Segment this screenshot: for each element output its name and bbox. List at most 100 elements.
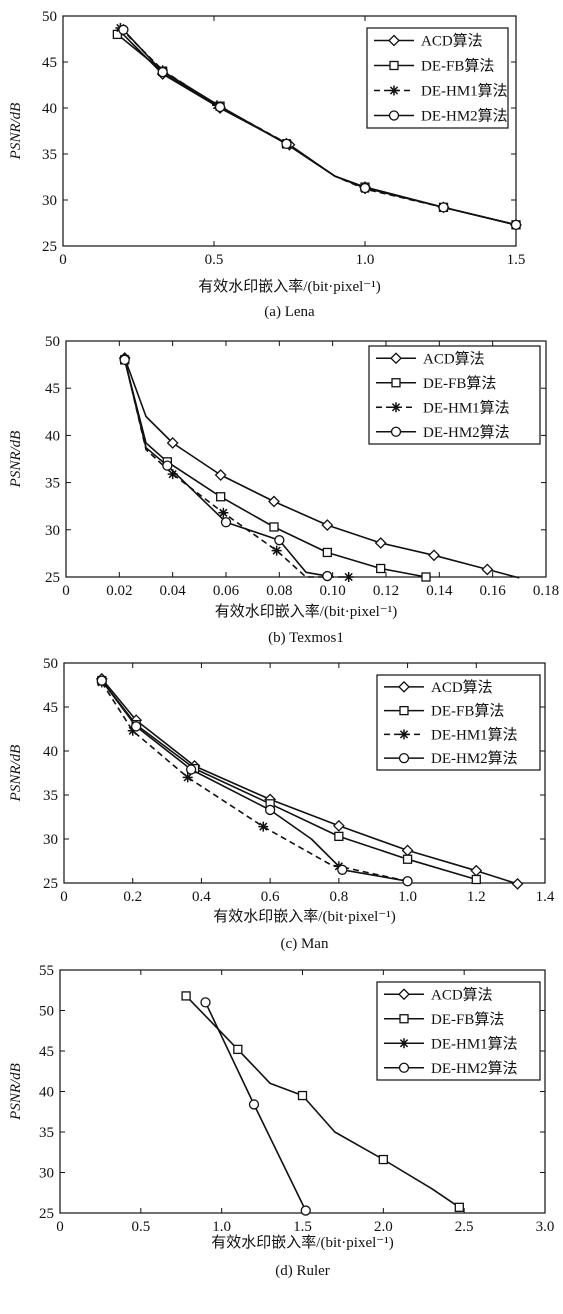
x-tick-label: 0.6 (261, 889, 280, 905)
data-point-circle (264, 804, 276, 816)
series-line (123, 357, 520, 579)
data-point-circle (248, 1099, 260, 1110)
data-point-diamond (428, 549, 440, 562)
chart-panel-a: 25 30 35 40 45 50 0 0.5 1.0 1.5 有效水印嵌入率/(bit·pixel… (8, 9, 525, 320)
x-tick-label: 0.14 (426, 583, 453, 599)
legend-label: DE-HM2算法 (431, 749, 518, 767)
x-axis-label: 有效水印嵌入率/(bit·pixel⁻¹) (215, 603, 397, 620)
y-tick-label: 25 (39, 1206, 54, 1222)
data-point-diamond (268, 495, 280, 508)
chart-panel-d: 25 30 35 40 45 50 55 0 0.5 1.0 1.5 2.0 2.5 3.0 有效水印嵌入率… (8, 963, 554, 1279)
data-point-circle (157, 66, 168, 78)
data-point-asterisk (271, 545, 282, 556)
x-tick-label: 2.5 (455, 1219, 474, 1235)
y-tick-label: 25 (45, 570, 60, 586)
data-point-square (233, 1044, 243, 1055)
y-tick-label: 40 (43, 744, 58, 760)
data-point-square (376, 563, 386, 574)
series-line (185, 995, 460, 1208)
plot-frame (65, 340, 547, 578)
x-tick-label: 0.5 (205, 252, 224, 268)
x-tick-label: 0.5 (131, 1219, 150, 1235)
data-point-square (334, 831, 344, 842)
y-tick-label: 35 (42, 147, 57, 163)
x-tick-label: 0.16 (480, 583, 507, 599)
y-tick-label: 30 (42, 193, 57, 209)
x-tick-label: 1.0 (356, 252, 375, 268)
series-3 (119, 354, 333, 582)
legend-label: DE-FB算法 (421, 57, 494, 75)
data-point-circle (119, 354, 130, 366)
legend-marker-diamond (388, 34, 400, 47)
legend-marker-square (391, 378, 401, 388)
x-tick-label: 2.0 (374, 1219, 393, 1235)
data-point-circle (214, 101, 226, 113)
x-tick-label: 1.0 (212, 1219, 231, 1235)
x-tick-label: 0.2 (123, 889, 142, 905)
x-tick-label: 0 (56, 1219, 64, 1235)
series-line (123, 359, 427, 578)
y-tick-label: 45 (39, 1044, 54, 1060)
legend-marker-asterisk (399, 1038, 409, 1049)
legend-marker-asterisk (389, 85, 399, 96)
legend-label: ACD算法 (423, 349, 485, 367)
x-tick-label: 1.2 (467, 889, 486, 905)
legend-marker-circle (398, 752, 410, 764)
legend-label: DE-HM2算法 (421, 107, 508, 125)
legend-label: DE-HM1算法 (421, 82, 508, 100)
y-tick-label: 35 (45, 476, 60, 492)
y-axis-label: PSNR/dB (8, 431, 24, 489)
data-point-diamond (166, 437, 179, 449)
y-tick-label: 30 (45, 523, 60, 539)
data-point-square (216, 492, 226, 502)
series-3 (118, 24, 522, 230)
series-0 (118, 352, 520, 579)
data-point-square (421, 572, 431, 582)
x-tick-label: 0 (62, 583, 70, 599)
x-tick-label: 1.0 (398, 889, 417, 905)
series-line (101, 680, 408, 882)
y-tick-label: 55 (39, 963, 54, 979)
data-point-asterisk (218, 507, 229, 518)
x-tick-label: 0 (60, 889, 68, 905)
y-tick-label: 25 (42, 239, 57, 255)
legend-label: DE-FB算法 (423, 374, 496, 392)
legend-marker-square (399, 1014, 409, 1024)
series-line (101, 681, 408, 882)
chart-caption: (c) Man (281, 936, 329, 952)
legend-marker-circle (390, 426, 402, 437)
legend: ACD算法 DE-FB算法 DE-HM1算法 DE-HM2算法 (366, 27, 509, 129)
legend-label: ACD算法 (431, 985, 493, 1003)
legend-marker-square (399, 705, 409, 716)
x-tick-label: 0.06 (213, 583, 240, 599)
data-point-square (378, 1154, 388, 1165)
data-point-diamond (481, 563, 494, 576)
data-point-circle (300, 1205, 311, 1216)
y-tick-label: 45 (43, 700, 58, 716)
legend-label: ACD算法 (431, 678, 493, 696)
legend-marker-diamond (390, 352, 402, 365)
plot-frame (63, 662, 546, 884)
data-point-circle (118, 24, 129, 35)
x-tick-label: 0.12 (373, 583, 399, 599)
legend-marker-circle (398, 1062, 410, 1073)
data-point-square (181, 991, 191, 1001)
legend-marker-diamond (398, 680, 410, 693)
y-tick-label: 50 (45, 334, 60, 350)
data-point-circle (337, 864, 348, 875)
data-point-square (322, 547, 332, 558)
x-tick-label: 0.8 (329, 889, 348, 905)
legend-label: DE-HM1算法 (423, 398, 510, 416)
data-point-square (269, 522, 279, 532)
y-tick-label: 40 (42, 101, 57, 117)
legend-marker-diamond (398, 988, 410, 1001)
x-tick-label: 0.02 (106, 583, 132, 599)
plot-frame (62, 15, 517, 247)
y-tick-label: 45 (42, 55, 57, 71)
x-axis-label: 有效水印嵌入率/(bit·pixel⁻¹) (213, 908, 395, 925)
x-tick-label: 1.5 (507, 252, 526, 268)
x-tick-label: 0.10 (320, 583, 346, 599)
data-point-circle (322, 570, 333, 582)
y-axis-label: PSNR/dB (8, 745, 24, 803)
